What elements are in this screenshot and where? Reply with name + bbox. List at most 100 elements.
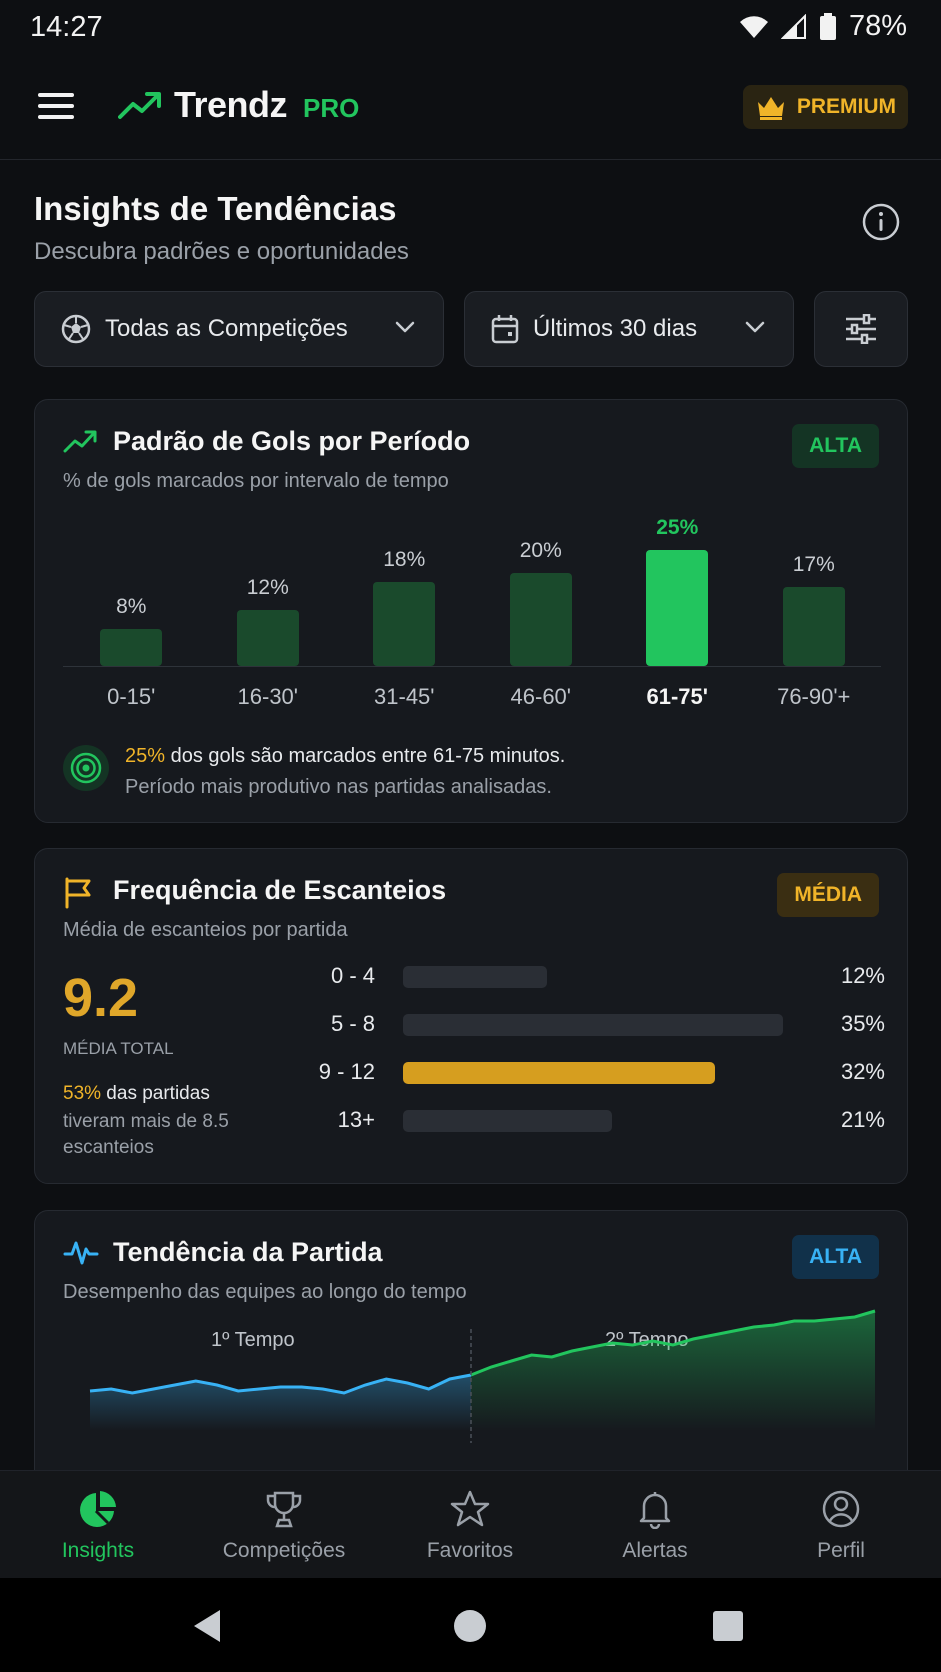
app-tier: PRO <box>303 92 360 123</box>
corners-range-bar <box>403 1110 612 1132</box>
chart-axis-line <box>63 666 881 667</box>
nav-competitions[interactable]: Competições <box>190 1471 378 1579</box>
back-icon[interactable] <box>190 1608 224 1644</box>
corners-distribution-row: 5 - 8 35% <box>265 1009 885 1039</box>
corners-distribution-row: 13+ 21% <box>265 1105 885 1135</box>
goal-bar <box>100 628 163 666</box>
match-trend-chart <box>89 1309 876 1443</box>
menu-icon[interactable] <box>38 92 74 120</box>
corners-frequency-card[interactable]: Frequência de Escanteios Média de escant… <box>34 848 908 1184</box>
goal-bar-value: 12% <box>246 576 289 600</box>
goal-bar-value: 17% <box>792 553 835 577</box>
trending-up-icon <box>118 92 161 119</box>
corners-distribution-row: 9 - 12 32% <box>265 1057 885 1087</box>
corners-note-text: das partidas <box>101 1083 210 1104</box>
corners-range-label: 13+ <box>337 1107 375 1132</box>
competition-filter[interactable]: Todas as Competições <box>34 291 444 367</box>
second-half-area <box>471 1311 875 1431</box>
page-subtitle: Descubra padrões e oportunidades <box>34 238 409 265</box>
goal-bar-category: 76-90'+ <box>777 684 851 709</box>
chevron-down-icon <box>745 321 765 333</box>
status-bar: 14:27 78% <box>0 0 941 56</box>
corners-range-label: 5 - 8 <box>330 1011 375 1036</box>
period-filter[interactable]: Últimos 30 dias <box>464 291 794 367</box>
goal-bar <box>646 550 709 666</box>
premium-button[interactable]: PREMIUM <box>742 85 908 129</box>
bottom-navigation: Insights Competições Favoritos Alertas <box>0 1470 941 1578</box>
goal-bar <box>509 573 572 666</box>
nav-label: Alertas <box>622 1539 688 1562</box>
goal-bar-category: 46-60' <box>510 684 571 709</box>
trend-card-subtitle: Desempenho das equipes ao longo do tempo <box>63 1281 467 1303</box>
sliders-icon <box>846 314 876 344</box>
home-icon[interactable] <box>453 1609 487 1643</box>
corners-range-bar <box>403 1014 783 1036</box>
goal-bar <box>373 582 436 666</box>
corners-range-bar <box>403 966 548 988</box>
page-header: Insights de Tendências Descubra padrões … <box>34 190 409 266</box>
corners-distribution-row: 0 - 4 12% <box>265 961 885 991</box>
filters-bar: Todas as Competições Últimos 30 dias <box>34 291 908 367</box>
corners-range-pct: 32% <box>840 1059 885 1084</box>
signal-icon <box>780 13 806 39</box>
chevron-down-icon <box>395 321 415 333</box>
goals-insight-highlight: 25% <box>125 745 166 767</box>
corners-trend-badge: MÉDIA <box>777 873 879 917</box>
goal-bar <box>236 610 299 666</box>
first-half-label: 1º Tempo <box>211 1329 295 1351</box>
filter-settings-button[interactable] <box>814 291 908 367</box>
bell-icon <box>639 1492 671 1529</box>
crown-icon <box>757 97 784 120</box>
page-title: Insights de Tendências <box>34 190 397 227</box>
trend-badge: ALTA <box>792 1235 879 1279</box>
corners-range-label: 9 - 12 <box>318 1059 375 1084</box>
goals-insight-subtext: Período mais produtivo nas partidas anal… <box>125 776 552 798</box>
goals-insight-text: 25% dos gols são marcados entre 61-75 mi… <box>125 745 565 768</box>
corners-note: 53% das partidas tiveram mais de 8.5 esc… <box>63 1083 243 1161</box>
profile-icon <box>822 1490 860 1528</box>
status-time: 14:27 <box>30 11 103 43</box>
soccer-ball-icon <box>61 314 91 344</box>
competition-filter-label: Todas as Competições <box>105 315 348 342</box>
battery-level: 78% <box>848 10 907 42</box>
second-half-line <box>470 1309 876 1377</box>
app-bar: Trendz PRO PREMIUM <box>0 56 941 160</box>
goal-bar-category: 61-75' <box>646 684 709 709</box>
corners-range-pct: 35% <box>840 1011 885 1036</box>
corners-card-subtitle: Média de escanteios por partida <box>63 919 348 941</box>
app-name: Trendz <box>174 84 288 125</box>
corners-note-rest: tiveram mais de 8.5 escanteios <box>63 1111 229 1158</box>
corners-range-bar <box>403 1062 715 1084</box>
goals-pattern-card[interactable]: Padrão de Gols por Período % de gols mar… <box>34 399 908 823</box>
system-navigation-bar <box>0 1578 941 1672</box>
corners-range-pct: 12% <box>840 963 885 988</box>
premium-label: PREMIUM <box>796 95 896 118</box>
star-icon <box>450 1490 490 1527</box>
corners-range-pct: 21% <box>840 1107 885 1132</box>
corners-note-highlight: 53% <box>63 1083 102 1104</box>
nav-insights[interactable]: Insights <box>4 1471 192 1579</box>
nav-profile[interactable]: Perfil <box>747 1471 935 1579</box>
goal-bar-category: 16-30' <box>237 684 298 709</box>
nav-label: Perfil <box>817 1539 865 1562</box>
trending-up-icon <box>63 430 97 453</box>
recents-icon[interactable] <box>712 1610 744 1642</box>
goal-bar-value: 25% <box>656 516 699 539</box>
corners-average: 9.2 <box>63 968 139 1028</box>
goal-bar-value: 18% <box>383 548 426 572</box>
goal-bar-value: 8% <box>116 594 147 618</box>
match-trend-card[interactable]: Tendência da Partida Desempenho das equi… <box>34 1210 908 1510</box>
first-half-area <box>90 1375 471 1431</box>
flag-icon <box>65 877 91 909</box>
first-half-line <box>89 1373 472 1395</box>
nav-alerts[interactable]: Alertas <box>561 1471 749 1579</box>
trophy-icon <box>266 1491 302 1528</box>
wifi-icon <box>739 15 768 38</box>
goal-bar-category: 0-15' <box>107 684 156 709</box>
corners-average-label: MÉDIA TOTAL <box>63 1039 174 1058</box>
info-icon[interactable] <box>861 202 901 242</box>
goals-card-subtitle: % de gols marcados por intervalo de temp… <box>63 470 449 492</box>
nav-label: Favoritos <box>426 1539 514 1562</box>
nav-favorites[interactable]: Favoritos <box>376 1471 564 1579</box>
corners-card-title: Frequência de Escanteios <box>113 875 447 905</box>
